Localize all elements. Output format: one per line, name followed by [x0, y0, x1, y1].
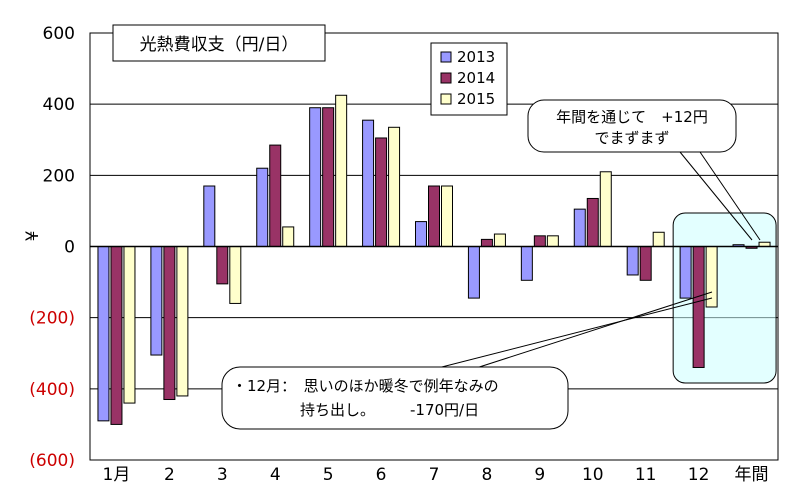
bar-2014-7: [480, 238, 493, 247]
annotation-pointer: [429, 297, 713, 371]
bar-2014-9: [586, 197, 599, 247]
annotation-pointer: [699, 151, 761, 241]
x-tick-label: 6: [376, 465, 387, 485]
bar-2014-0: [110, 246, 123, 425]
bar-2015-10: [652, 231, 665, 247]
legend-label-2014: 2014: [457, 69, 495, 87]
bar-2014-10: [639, 246, 652, 281]
bar-2015-7: [493, 233, 506, 248]
axes: [89, 32, 779, 461]
x-tick-label: 5: [323, 465, 334, 485]
bar-2014-3: [269, 144, 282, 247]
y-tick-label: (200): [29, 309, 75, 329]
annotation-box-december: [221, 366, 569, 430]
x-tick-label: 年間: [735, 465, 769, 485]
x-tick-label: 4: [270, 465, 281, 485]
bar-2013-0: [97, 246, 110, 422]
y-tick-label: (600): [29, 451, 75, 471]
x-tick-label: 11: [635, 465, 657, 485]
annotation-december-highlight: -170円/日: [410, 401, 479, 419]
legend-swatch-2014: [440, 72, 452, 84]
chart-title-box: 光熱費収支（円/日）: [112, 24, 326, 62]
bar-2013-2: [203, 185, 216, 247]
x-tick-labels: 1月 2 3 4 5 6 7 8 9 10 11 12 年間: [103, 465, 769, 485]
y-tick-label: (400): [29, 380, 75, 400]
bar-2014-2: [216, 246, 229, 285]
legend-swatch-2015: [440, 93, 452, 105]
annotation-pointer: [679, 151, 753, 241]
bar-2013-11: [679, 246, 692, 299]
y-tick-label: 0: [64, 238, 75, 258]
bar-2015-1: [176, 246, 189, 397]
bar-2013-7: [467, 246, 480, 299]
legend-swatch-2013: [440, 51, 452, 63]
x-tick-label: 3: [217, 465, 228, 485]
bar-2015-5: [388, 126, 401, 247]
bar-2015-3: [282, 226, 295, 248]
annotation-december-line: ・12月： 思いのほか暖冬で例年なみの: [232, 377, 499, 395]
x-tick-label: 2: [164, 465, 175, 485]
bar-2015-6: [441, 185, 453, 247]
x-tick-label: 8: [482, 465, 493, 485]
annotation-annual-line: でまずまず: [594, 129, 669, 147]
annotation-pointer: [469, 291, 713, 371]
bar-2013-9: [573, 208, 586, 247]
bar-2013-1: [150, 246, 163, 356]
bar-2014-5: [375, 137, 388, 248]
bar-2015-2: [229, 246, 242, 304]
bar-2013-5: [362, 119, 375, 247]
annotation-december-line: 持ち出し。: [300, 401, 375, 419]
bar-2013-3: [256, 167, 269, 247]
legend-label-2015: 2015: [457, 90, 495, 108]
bar-2015-0: [123, 246, 136, 404]
y-tick-label: 200: [43, 166, 75, 186]
bar-2014-6: [428, 185, 440, 247]
bar-2013-4: [309, 107, 322, 247]
y-axis-label: ¥: [23, 230, 43, 241]
bar-2015-4: [335, 94, 348, 248]
x-tick-label: 9: [534, 465, 545, 485]
annotation-annual-line: 年間を通じて +12円: [556, 108, 708, 126]
y-tick-label: 400: [43, 95, 75, 115]
annotation-box-annual: [527, 99, 737, 153]
y-tick-label: 600: [43, 24, 75, 44]
bar-2013-6: [415, 221, 427, 247]
x-tick-label: 12: [688, 465, 710, 485]
bar-2013-10: [626, 246, 639, 276]
title-box: [112, 24, 326, 62]
bar-2014-1: [163, 246, 176, 401]
legend-label-2013: 2013: [457, 48, 495, 66]
bar-2014-8: [533, 235, 546, 247]
bar-2013-8: [520, 246, 533, 281]
bar-2014-11: [692, 246, 705, 368]
x-tick-label: 10: [582, 465, 604, 485]
chart-title: 光熱費収支（円/日）: [140, 35, 299, 55]
bar-2014-4: [322, 107, 335, 247]
legend: 2013 2014 2015: [430, 42, 508, 116]
x-tick-label: 1月: [103, 465, 131, 485]
x-tick-label: 7: [429, 465, 440, 485]
y-tick-labels: 600 400 200 0 (200) (400) (600): [29, 24, 75, 471]
bar-2015-8: [546, 235, 559, 247]
bar-2015-9: [599, 171, 612, 247]
